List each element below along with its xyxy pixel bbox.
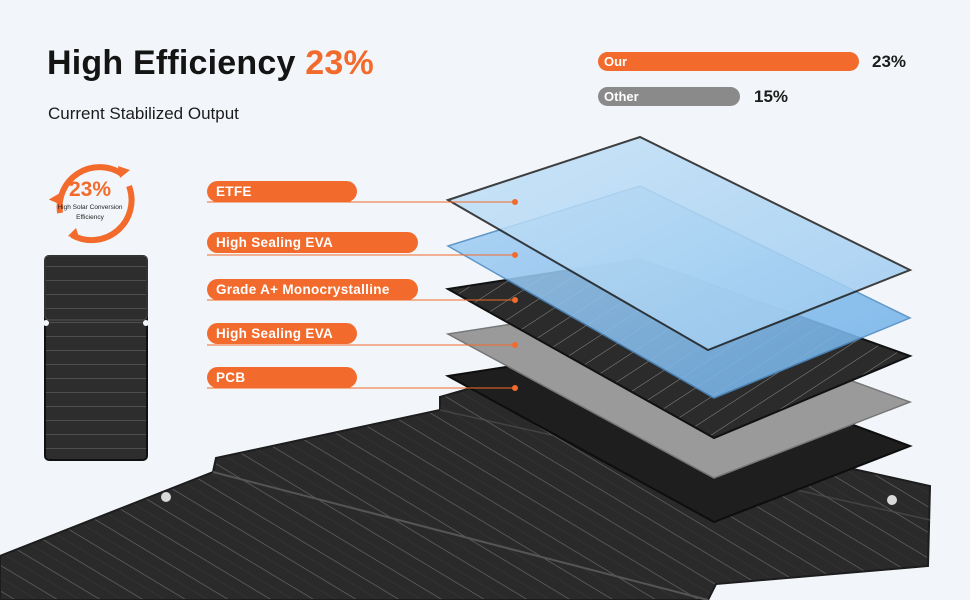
title-main: High Efficiency	[47, 44, 296, 82]
efficiency-badge-caption: High Solar Conversion Efficiency	[50, 203, 130, 223]
layer-label-eva-upper: High Sealing EVA	[207, 232, 418, 253]
layer-etfe	[445, 135, 913, 352]
layer-label-etfe: ETFE	[207, 181, 357, 202]
layer-stack	[444, 135, 913, 524]
comparison-bar-other: Other	[598, 87, 740, 106]
grommet-icon	[161, 492, 171, 502]
subtitle: Current Stabilized Output	[48, 104, 239, 123]
grommet-icon	[887, 495, 897, 505]
efficiency-badge-value: 23%	[68, 178, 112, 201]
comparison-label-other: Other	[604, 89, 639, 104]
leader-lines	[207, 199, 518, 391]
badge-caption-line1: High Solar Conversion	[57, 204, 123, 211]
layer-label-eva-lower: High Sealing EVA	[207, 323, 357, 344]
page-title: High Efficiency 23%	[47, 44, 374, 83]
layer-label-pcb: PCB	[207, 367, 357, 388]
compact-panel-thumbnail	[43, 255, 149, 461]
layer-label-monocrystalline: Grade A+ Monocrystalline	[207, 279, 418, 300]
comparison-bar-our: Our	[598, 52, 859, 71]
comparison-label-our: Our	[604, 54, 628, 69]
badge-caption-line2: Efficiency	[76, 214, 104, 221]
comparison-value-our: 23%	[872, 52, 907, 71]
title-accent: 23%	[305, 44, 374, 82]
circular-arrows-icon	[48, 164, 135, 244]
comparison-value-other: 15%	[754, 87, 789, 106]
